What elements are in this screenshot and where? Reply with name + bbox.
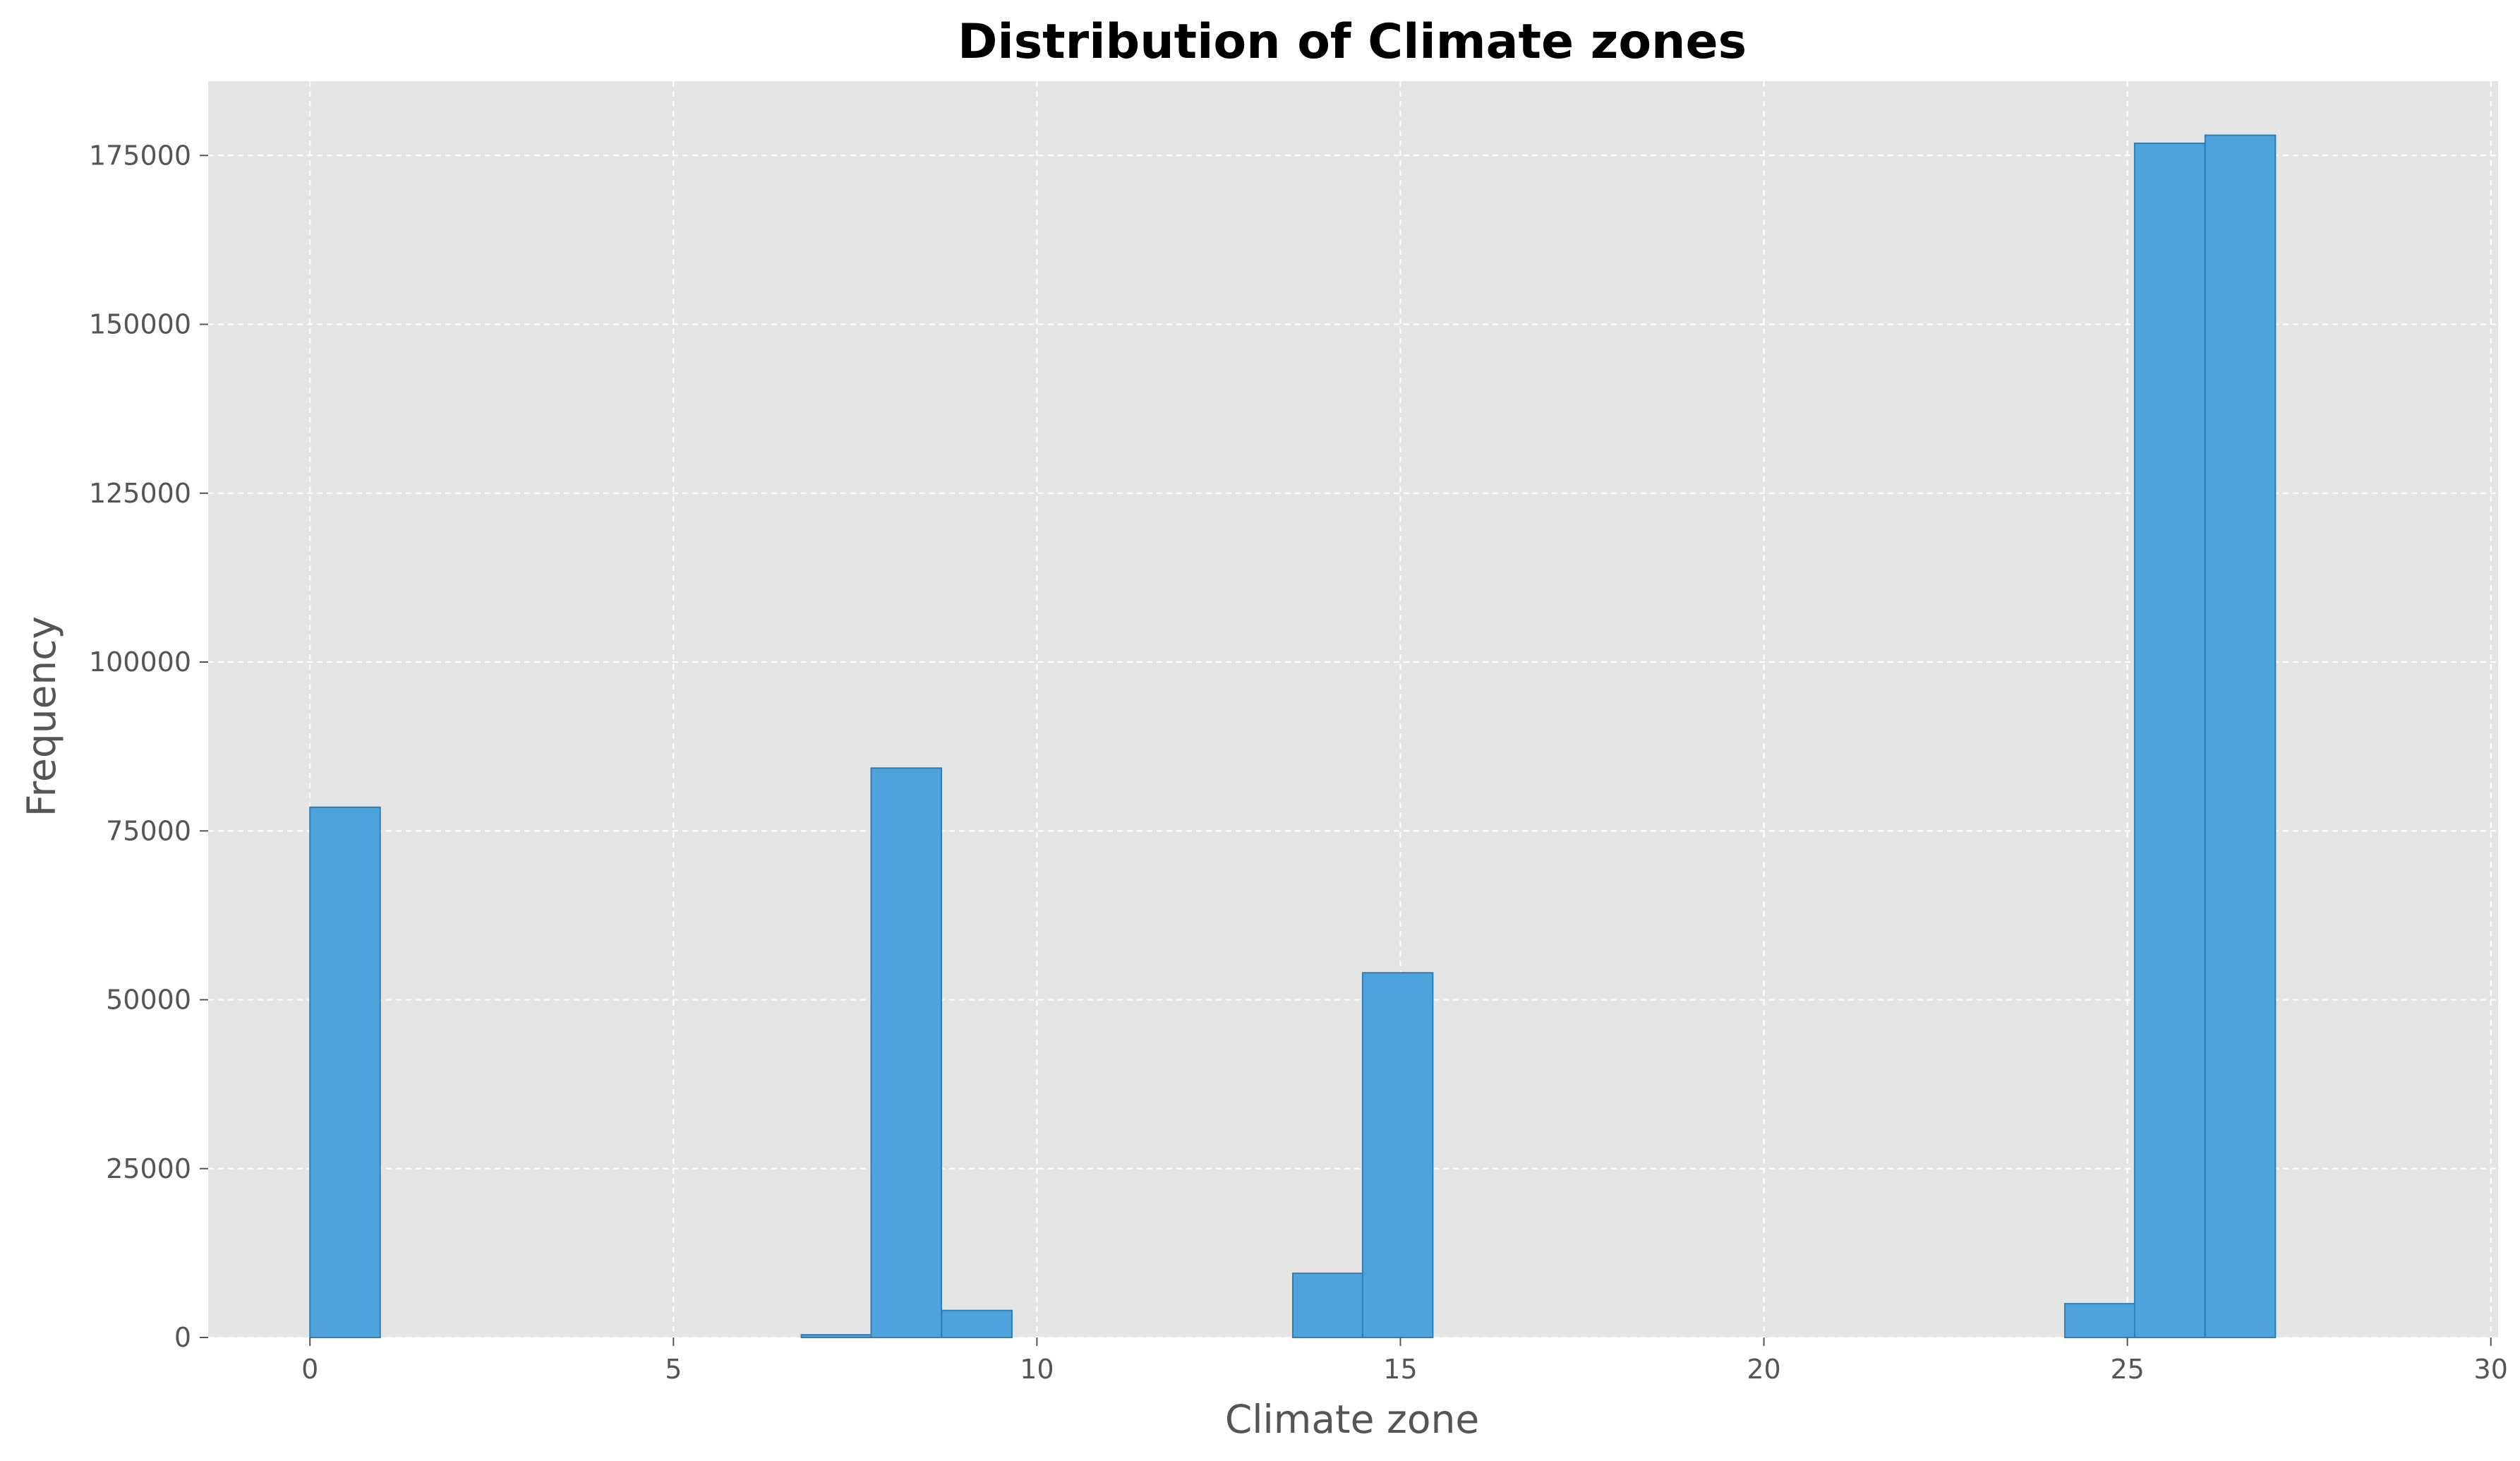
x-axis-label: Climate zone <box>1225 1397 1479 1442</box>
y-tick-label: 75000 <box>106 815 191 846</box>
y-tick-label: 150000 <box>89 309 191 340</box>
x-tick-label: 15 <box>1383 1354 1417 1385</box>
histogram-bar <box>1291 1273 1364 1339</box>
y-tick-label: 125000 <box>89 478 191 509</box>
histogram-bar <box>1361 972 1434 1338</box>
histogram-bar <box>941 1309 1013 1339</box>
y-tick-label: 175000 <box>89 140 191 171</box>
plot-area <box>208 81 2498 1337</box>
y-tick-label: 50000 <box>106 985 191 1016</box>
y-tick-label: 25000 <box>106 1153 191 1184</box>
histogram-bar <box>2133 143 2206 1339</box>
y-axis-label: Frequency <box>19 616 64 817</box>
histogram-bar <box>870 767 943 1338</box>
x-tick-label: 10 <box>1020 1354 1054 1385</box>
y-tick-label: 0 <box>174 1322 191 1353</box>
y-tick-label: 100000 <box>89 647 191 678</box>
x-tick-label: 20 <box>1747 1354 1780 1385</box>
x-tick-label: 0 <box>301 1354 318 1385</box>
chart-title: Distribution of Climate zones <box>958 14 1747 70</box>
axis-ticks: 0 5 10 15 20 25 30 0 25000 50000 75000 100000 125000… <box>89 140 2508 1385</box>
histogram-bars <box>309 134 2277 1339</box>
x-tick-label: 5 <box>665 1354 682 1385</box>
x-tick-label: 30 <box>2474 1354 2508 1385</box>
histogram-bar <box>800 1334 873 1338</box>
x-tick-label: 25 <box>2110 1354 2144 1385</box>
histogram-bar <box>309 806 381 1338</box>
histogram-bar <box>2064 1303 2136 1338</box>
histogram-bar <box>2204 134 2277 1339</box>
